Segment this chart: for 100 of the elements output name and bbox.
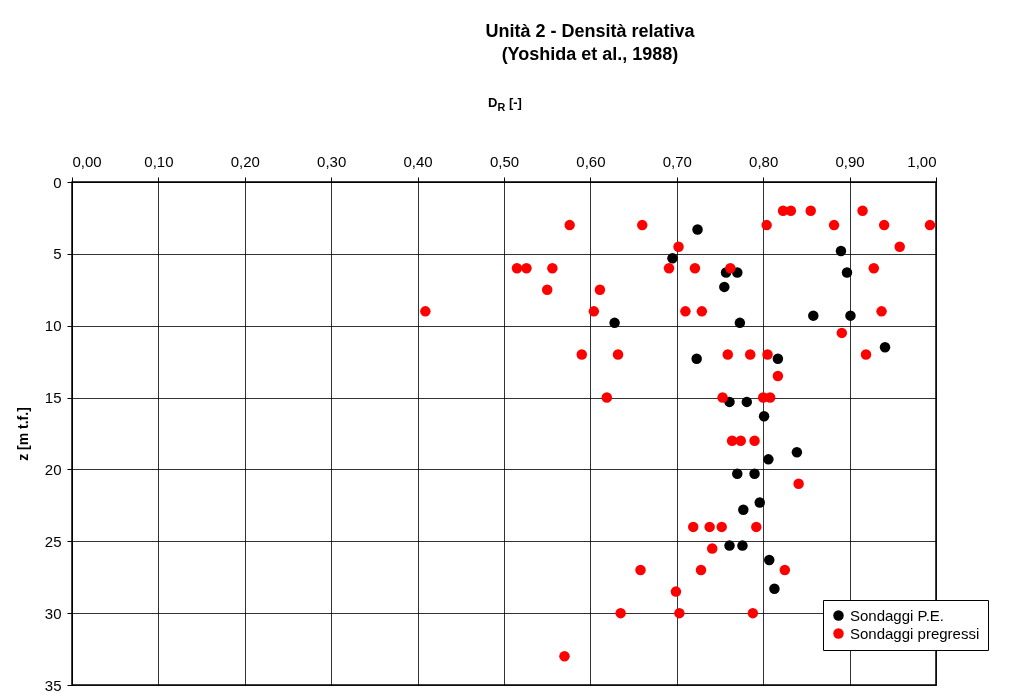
point — [841, 267, 853, 278]
point — [667, 252, 678, 264]
point — [749, 468, 760, 479]
y-tick-label: 10 — [44, 317, 62, 335]
x-tick-label: 0,50 — [489, 152, 520, 170]
point — [828, 219, 840, 231]
point — [845, 310, 856, 321]
point — [751, 521, 762, 533]
legend-label: Sondaggi P.E. — [850, 606, 944, 624]
y-tick-label: 0 — [53, 173, 62, 191]
point — [879, 342, 891, 353]
point — [894, 241, 905, 252]
x-tick-label: 0,40 — [403, 152, 433, 170]
point — [673, 241, 684, 252]
point — [835, 245, 847, 257]
legend-label: Sondaggi pregressi — [850, 624, 980, 642]
text: Unità 2 - Densità relativa — [485, 21, 695, 41]
y-tick-label: 30 — [44, 604, 62, 622]
y-tick-label: 20 — [44, 460, 62, 478]
point — [745, 349, 756, 360]
x-tick-label: 0,60 — [576, 152, 606, 170]
point — [588, 306, 600, 317]
point — [805, 205, 816, 216]
point — [696, 306, 708, 317]
point — [547, 262, 558, 274]
point — [878, 219, 890, 231]
point — [716, 521, 727, 533]
point — [734, 317, 746, 329]
point — [692, 224, 703, 235]
point — [521, 262, 532, 274]
x-tick-label: 0,10 — [144, 152, 174, 170]
point — [670, 586, 682, 597]
point — [615, 607, 626, 619]
point — [689, 262, 701, 274]
point — [741, 396, 753, 408]
point — [749, 435, 760, 446]
point — [737, 540, 748, 551]
point — [687, 521, 699, 533]
point — [793, 478, 804, 490]
point — [635, 564, 646, 576]
y-tick-label: 15 — [44, 389, 62, 407]
point — [691, 353, 702, 364]
x-tick-label: 0,30 — [317, 152, 347, 170]
point — [764, 554, 775, 566]
y-tick-label: 35 — [44, 676, 62, 693]
point — [779, 564, 791, 576]
point — [680, 306, 691, 317]
point — [725, 262, 736, 274]
point — [717, 392, 728, 403]
point — [719, 281, 730, 293]
x-tick-label: 0,70 — [662, 152, 692, 170]
point — [609, 317, 620, 329]
point — [808, 310, 819, 321]
point — [860, 349, 872, 360]
y-tick-label: 25 — [44, 532, 62, 550]
point — [726, 435, 738, 446]
point — [772, 370, 784, 382]
point — [724, 540, 735, 551]
point — [763, 454, 774, 465]
point — [601, 392, 613, 403]
point — [732, 468, 743, 479]
point — [868, 262, 880, 274]
point — [594, 284, 606, 296]
x-tick-label: 0,80 — [749, 152, 779, 170]
point — [704, 521, 715, 533]
point — [769, 583, 780, 594]
point — [772, 353, 784, 364]
point — [924, 219, 936, 231]
point — [674, 607, 685, 619]
x-tick-label: 0,00 — [72, 152, 102, 170]
point — [541, 284, 553, 296]
point — [576, 349, 587, 360]
point — [857, 205, 868, 216]
point — [612, 349, 624, 360]
point — [564, 219, 575, 231]
point — [836, 327, 848, 339]
point — [791, 446, 803, 458]
point — [762, 349, 773, 360]
point — [706, 543, 718, 554]
point — [722, 349, 734, 360]
point — [758, 411, 770, 422]
point — [747, 607, 759, 619]
point — [735, 435, 746, 446]
point — [761, 219, 772, 231]
point — [663, 262, 675, 274]
point — [876, 306, 887, 317]
point — [738, 504, 749, 515]
point — [695, 564, 707, 576]
point — [754, 497, 765, 508]
point — [637, 219, 648, 231]
x-tick-label: 0,20 — [230, 152, 260, 170]
x-tick-label: 1,00 — [907, 152, 937, 170]
x-tick-label: 0,90 — [835, 152, 865, 170]
text: (Yoshida et al., 1988) — [501, 44, 679, 64]
y-axis-title: z [m t.f.] — [14, 407, 31, 461]
point — [420, 306, 431, 317]
x-axis-title: D$_{R}$ [-] — [487, 95, 523, 113]
point — [511, 262, 523, 274]
y-tick-label: 5 — [53, 245, 62, 263]
point — [559, 651, 570, 662]
